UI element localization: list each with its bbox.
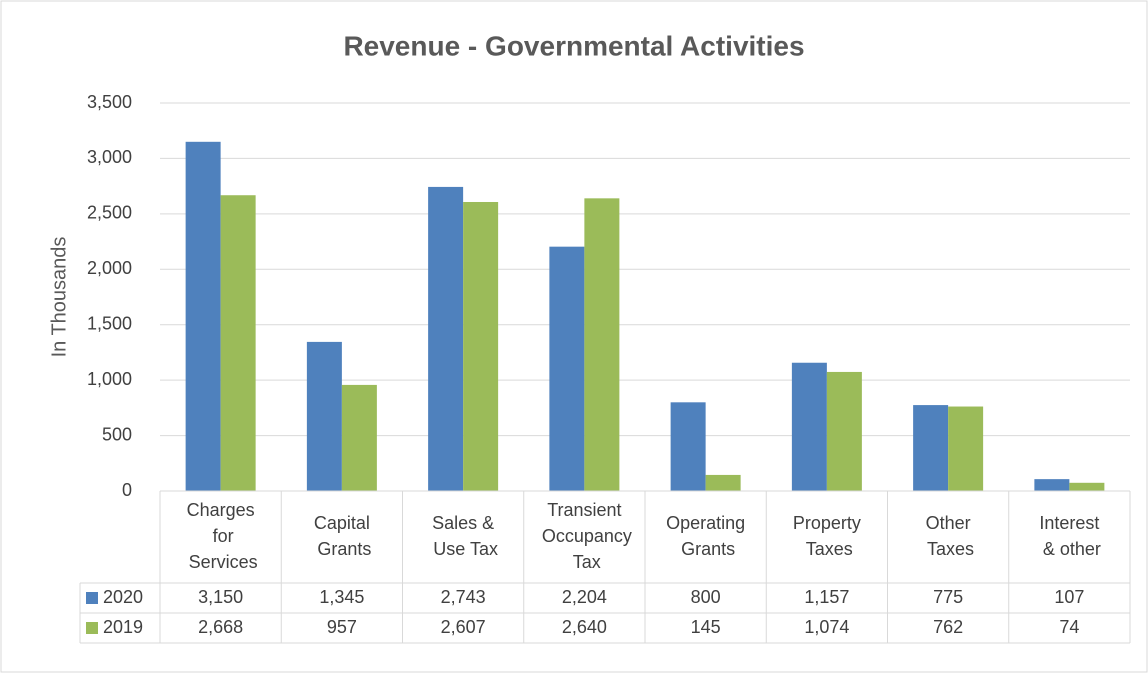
table-value: 2,743 <box>441 587 486 607</box>
y-tick-label: 1,000 <box>87 369 132 389</box>
x-tick-label: Capital Grants <box>312 513 371 559</box>
bar <box>220 195 256 491</box>
x-tick-label: Other Taxes <box>922 513 974 559</box>
table-value: 957 <box>327 617 357 637</box>
legend-label: 2020 <box>103 587 143 607</box>
table-value: 3,150 <box>198 587 243 607</box>
bar <box>185 141 221 492</box>
bar <box>584 198 620 491</box>
table-value: 2,204 <box>562 587 607 607</box>
chart-title: Revenue - Governmental Activities <box>343 30 804 61</box>
table-value: 2,607 <box>441 617 486 637</box>
y-tick-label: 500 <box>102 424 132 444</box>
bar <box>670 402 706 491</box>
table-value: 1,157 <box>804 587 849 607</box>
y-tick-label: 2,500 <box>87 203 132 223</box>
table-value: 107 <box>1054 587 1084 607</box>
table-value: 800 <box>691 587 721 607</box>
x-tick-label: Operating Grants <box>666 513 745 559</box>
bar <box>791 362 827 491</box>
x-tick-label: Charges for Services <box>184 500 258 572</box>
bar <box>306 341 342 491</box>
y-tick-label: 3,000 <box>87 147 132 167</box>
x-tick-label: Transient Occupancy Tax <box>537 500 632 572</box>
bar <box>428 186 464 491</box>
bar <box>1034 479 1070 491</box>
table-value: 2,668 <box>198 617 243 637</box>
x-tick-label: Sales & Use Tax <box>428 513 498 559</box>
table-value: 2,640 <box>562 617 607 637</box>
y-tick-label: 2,000 <box>87 258 132 278</box>
y-tick-label: 0 <box>122 480 132 500</box>
bar <box>1069 482 1105 491</box>
y-tick-label: 3,500 <box>87 92 132 112</box>
bar <box>463 201 499 491</box>
bar <box>948 406 984 491</box>
table-value: 1,345 <box>319 587 364 607</box>
bar <box>549 246 585 491</box>
table-value: 775 <box>933 587 963 607</box>
bar <box>826 371 862 491</box>
x-tick-label: Property Taxes <box>793 513 861 559</box>
bar <box>913 405 949 491</box>
y-tick-label: 1,500 <box>87 313 132 333</box>
table-value: 762 <box>933 617 963 637</box>
x-tick-label: Interest & other <box>1038 513 1101 559</box>
bar <box>705 474 741 491</box>
bar <box>341 384 377 491</box>
table-value: 145 <box>691 617 721 637</box>
legend-swatch <box>86 592 98 604</box>
legend-label: 2019 <box>103 617 143 637</box>
table-value: 74 <box>1059 617 1079 637</box>
legend-swatch <box>86 622 98 634</box>
table-value: 1,074 <box>804 617 849 637</box>
y-axis-title: In Thousands <box>48 237 70 358</box>
